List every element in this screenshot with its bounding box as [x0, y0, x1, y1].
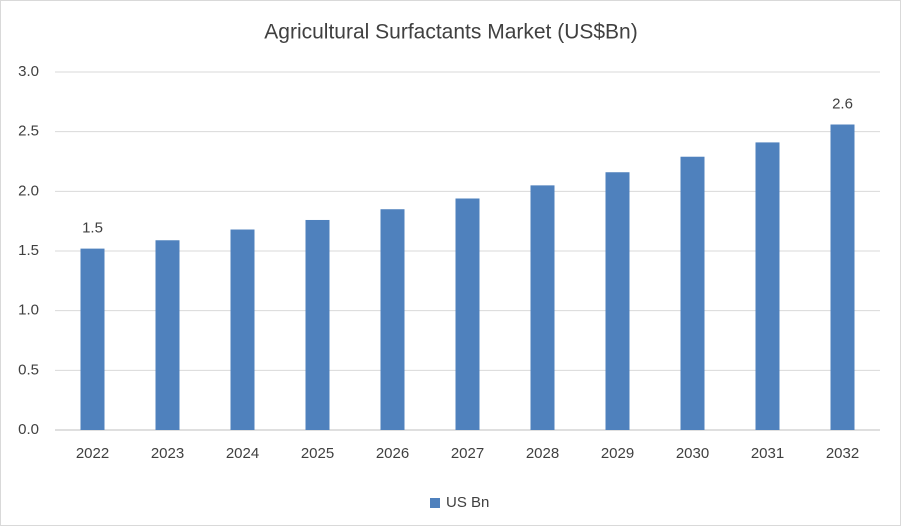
x-tick-label: 2023: [151, 445, 184, 462]
y-tick-label: 0.0: [18, 421, 39, 438]
x-tick-label: 2030: [676, 445, 709, 462]
y-tick-label: 2.0: [18, 182, 39, 199]
bar: [680, 156, 705, 430]
bar: [605, 172, 630, 431]
x-tick-label: 2027: [451, 445, 484, 462]
x-tick-label: 2032: [826, 445, 859, 462]
x-tick-label: 2029: [601, 445, 634, 462]
x-tick-label: 2022: [76, 445, 109, 462]
y-tick-label: 1.5: [18, 242, 39, 259]
chart-title: Agricultural Surfactants Market (US$Bn): [264, 21, 637, 44]
x-tick-label: 2025: [301, 445, 334, 462]
data-label: 2.6: [832, 95, 853, 112]
data-label: 1.5: [82, 220, 103, 237]
bar: [155, 240, 180, 430]
x-tick-label: 2031: [751, 445, 784, 462]
bar: [830, 124, 855, 431]
x-tick-label: 2024: [226, 445, 259, 462]
bar: [455, 198, 480, 430]
y-tick-label: 3.0: [18, 63, 39, 80]
y-tick-label: 0.5: [18, 361, 39, 378]
legend-swatch: [430, 498, 440, 508]
y-tick-label: 2.5: [18, 123, 39, 140]
bar: [755, 142, 780, 430]
bar: [80, 248, 105, 430]
legend-label: US Bn: [446, 494, 489, 511]
x-tick-label: 2026: [376, 445, 409, 462]
bar: [380, 209, 405, 430]
bar: [230, 229, 255, 430]
bar: [530, 185, 555, 430]
y-tick-label: 1.0: [18, 302, 39, 319]
bar: [305, 219, 330, 430]
x-tick-label: 2028: [526, 445, 559, 462]
